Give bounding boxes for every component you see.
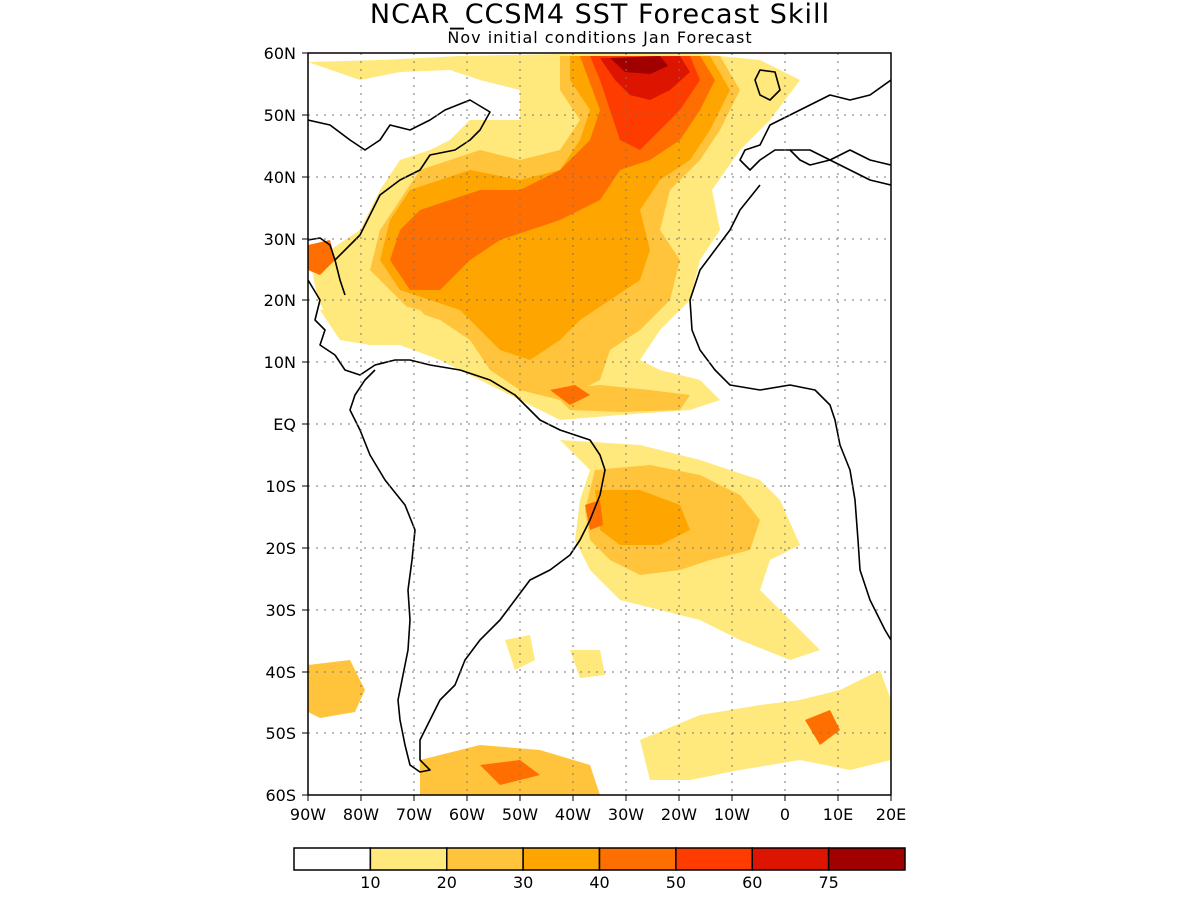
lon-label: 10E bbox=[823, 805, 853, 824]
coastlines bbox=[308, 69, 891, 773]
lat-label: 20S bbox=[265, 539, 296, 558]
skill-guinea-core bbox=[550, 385, 590, 405]
lat-label: 50S bbox=[265, 724, 296, 743]
skill-southwest-patch bbox=[308, 660, 365, 718]
colorbar-swatch bbox=[369, 847, 448, 871]
colorbar-swatch bbox=[675, 847, 753, 871]
uk-outline bbox=[754, 69, 781, 101]
map-title: NCAR_CCSM4 SST Forecast Skill bbox=[369, 0, 831, 30]
lat-label: 50N bbox=[264, 106, 296, 125]
skill-contour-75 bbox=[610, 56, 668, 74]
lon-label: 50W bbox=[502, 805, 538, 824]
lat-label: 30S bbox=[265, 601, 296, 620]
lat-label: 40S bbox=[265, 663, 296, 682]
lon-label: 0 bbox=[780, 805, 790, 824]
skill-southern-ocean-band bbox=[640, 670, 891, 780]
lon-label: 80W bbox=[343, 805, 379, 824]
colorbar-swatch bbox=[522, 847, 601, 871]
colorbar-label: 60 bbox=[742, 873, 762, 892]
lon-label: 90W bbox=[290, 805, 326, 824]
colorbar-label: 40 bbox=[589, 873, 609, 892]
lon-label: 60W bbox=[449, 805, 485, 824]
skill-field bbox=[308, 54, 891, 795]
europe-africa-coast bbox=[739, 79, 891, 186]
lon-label: 10W bbox=[714, 805, 750, 824]
lon-labels: 90W 80W 70W 60W 50W 40W 30W 20W 10W 0 10… bbox=[290, 805, 906, 824]
skill-caribbean-patch bbox=[320, 300, 440, 345]
colorbar-label: 20 bbox=[437, 873, 457, 892]
lon-label: 30W bbox=[608, 805, 644, 824]
lon-label: 40W bbox=[555, 805, 591, 824]
lat-label: 30N bbox=[264, 230, 296, 249]
lat-label: 10N bbox=[264, 353, 296, 372]
skill-south-patch-1 bbox=[505, 635, 535, 670]
lon-label: 20W bbox=[661, 805, 697, 824]
lat-label: 60N bbox=[264, 44, 296, 63]
lon-label: 70W bbox=[396, 805, 432, 824]
skill-drake-core bbox=[480, 760, 540, 785]
north-america-coast bbox=[308, 99, 491, 261]
skill-gulf-patch bbox=[308, 240, 335, 275]
skill-south-contour-30 bbox=[595, 490, 690, 545]
colorbar-swatch bbox=[751, 847, 830, 871]
colorbar-swatch bbox=[598, 847, 677, 871]
gridlines bbox=[308, 53, 891, 795]
colorbar-swatch bbox=[293, 847, 372, 871]
lat-label: 60S bbox=[265, 786, 296, 805]
map-subtitle: Nov initial conditions Jan Forecast bbox=[447, 28, 753, 47]
skill-south-patch-2 bbox=[570, 650, 605, 678]
lat-label: 40N bbox=[264, 168, 296, 187]
colorbar-label: 50 bbox=[666, 873, 686, 892]
axis-ticks bbox=[302, 52, 892, 801]
colorbar-swatch bbox=[827, 847, 906, 871]
lat-label: EQ bbox=[273, 415, 296, 434]
lat-label: 20N bbox=[264, 291, 296, 310]
colorbar: 10 20 30 40 50 60 75 bbox=[293, 847, 906, 892]
colorbar-swatch bbox=[446, 847, 524, 871]
lat-label: 10S bbox=[265, 477, 296, 496]
mediterranean-top bbox=[790, 149, 891, 166]
colorbar-label: 30 bbox=[513, 873, 533, 892]
africa-coast bbox=[689, 184, 891, 641]
colorbar-label: 10 bbox=[360, 873, 380, 892]
lat-labels: 60N 50N 40N 30N 20N 10N EQ 10S 20S 30S 4… bbox=[264, 44, 296, 805]
skill-southern-ocean-core bbox=[805, 710, 840, 745]
florida-coast bbox=[334, 259, 346, 296]
lon-label: 20E bbox=[876, 805, 906, 824]
south-america-coast bbox=[349, 364, 606, 773]
colorbar-label: 75 bbox=[818, 873, 838, 892]
